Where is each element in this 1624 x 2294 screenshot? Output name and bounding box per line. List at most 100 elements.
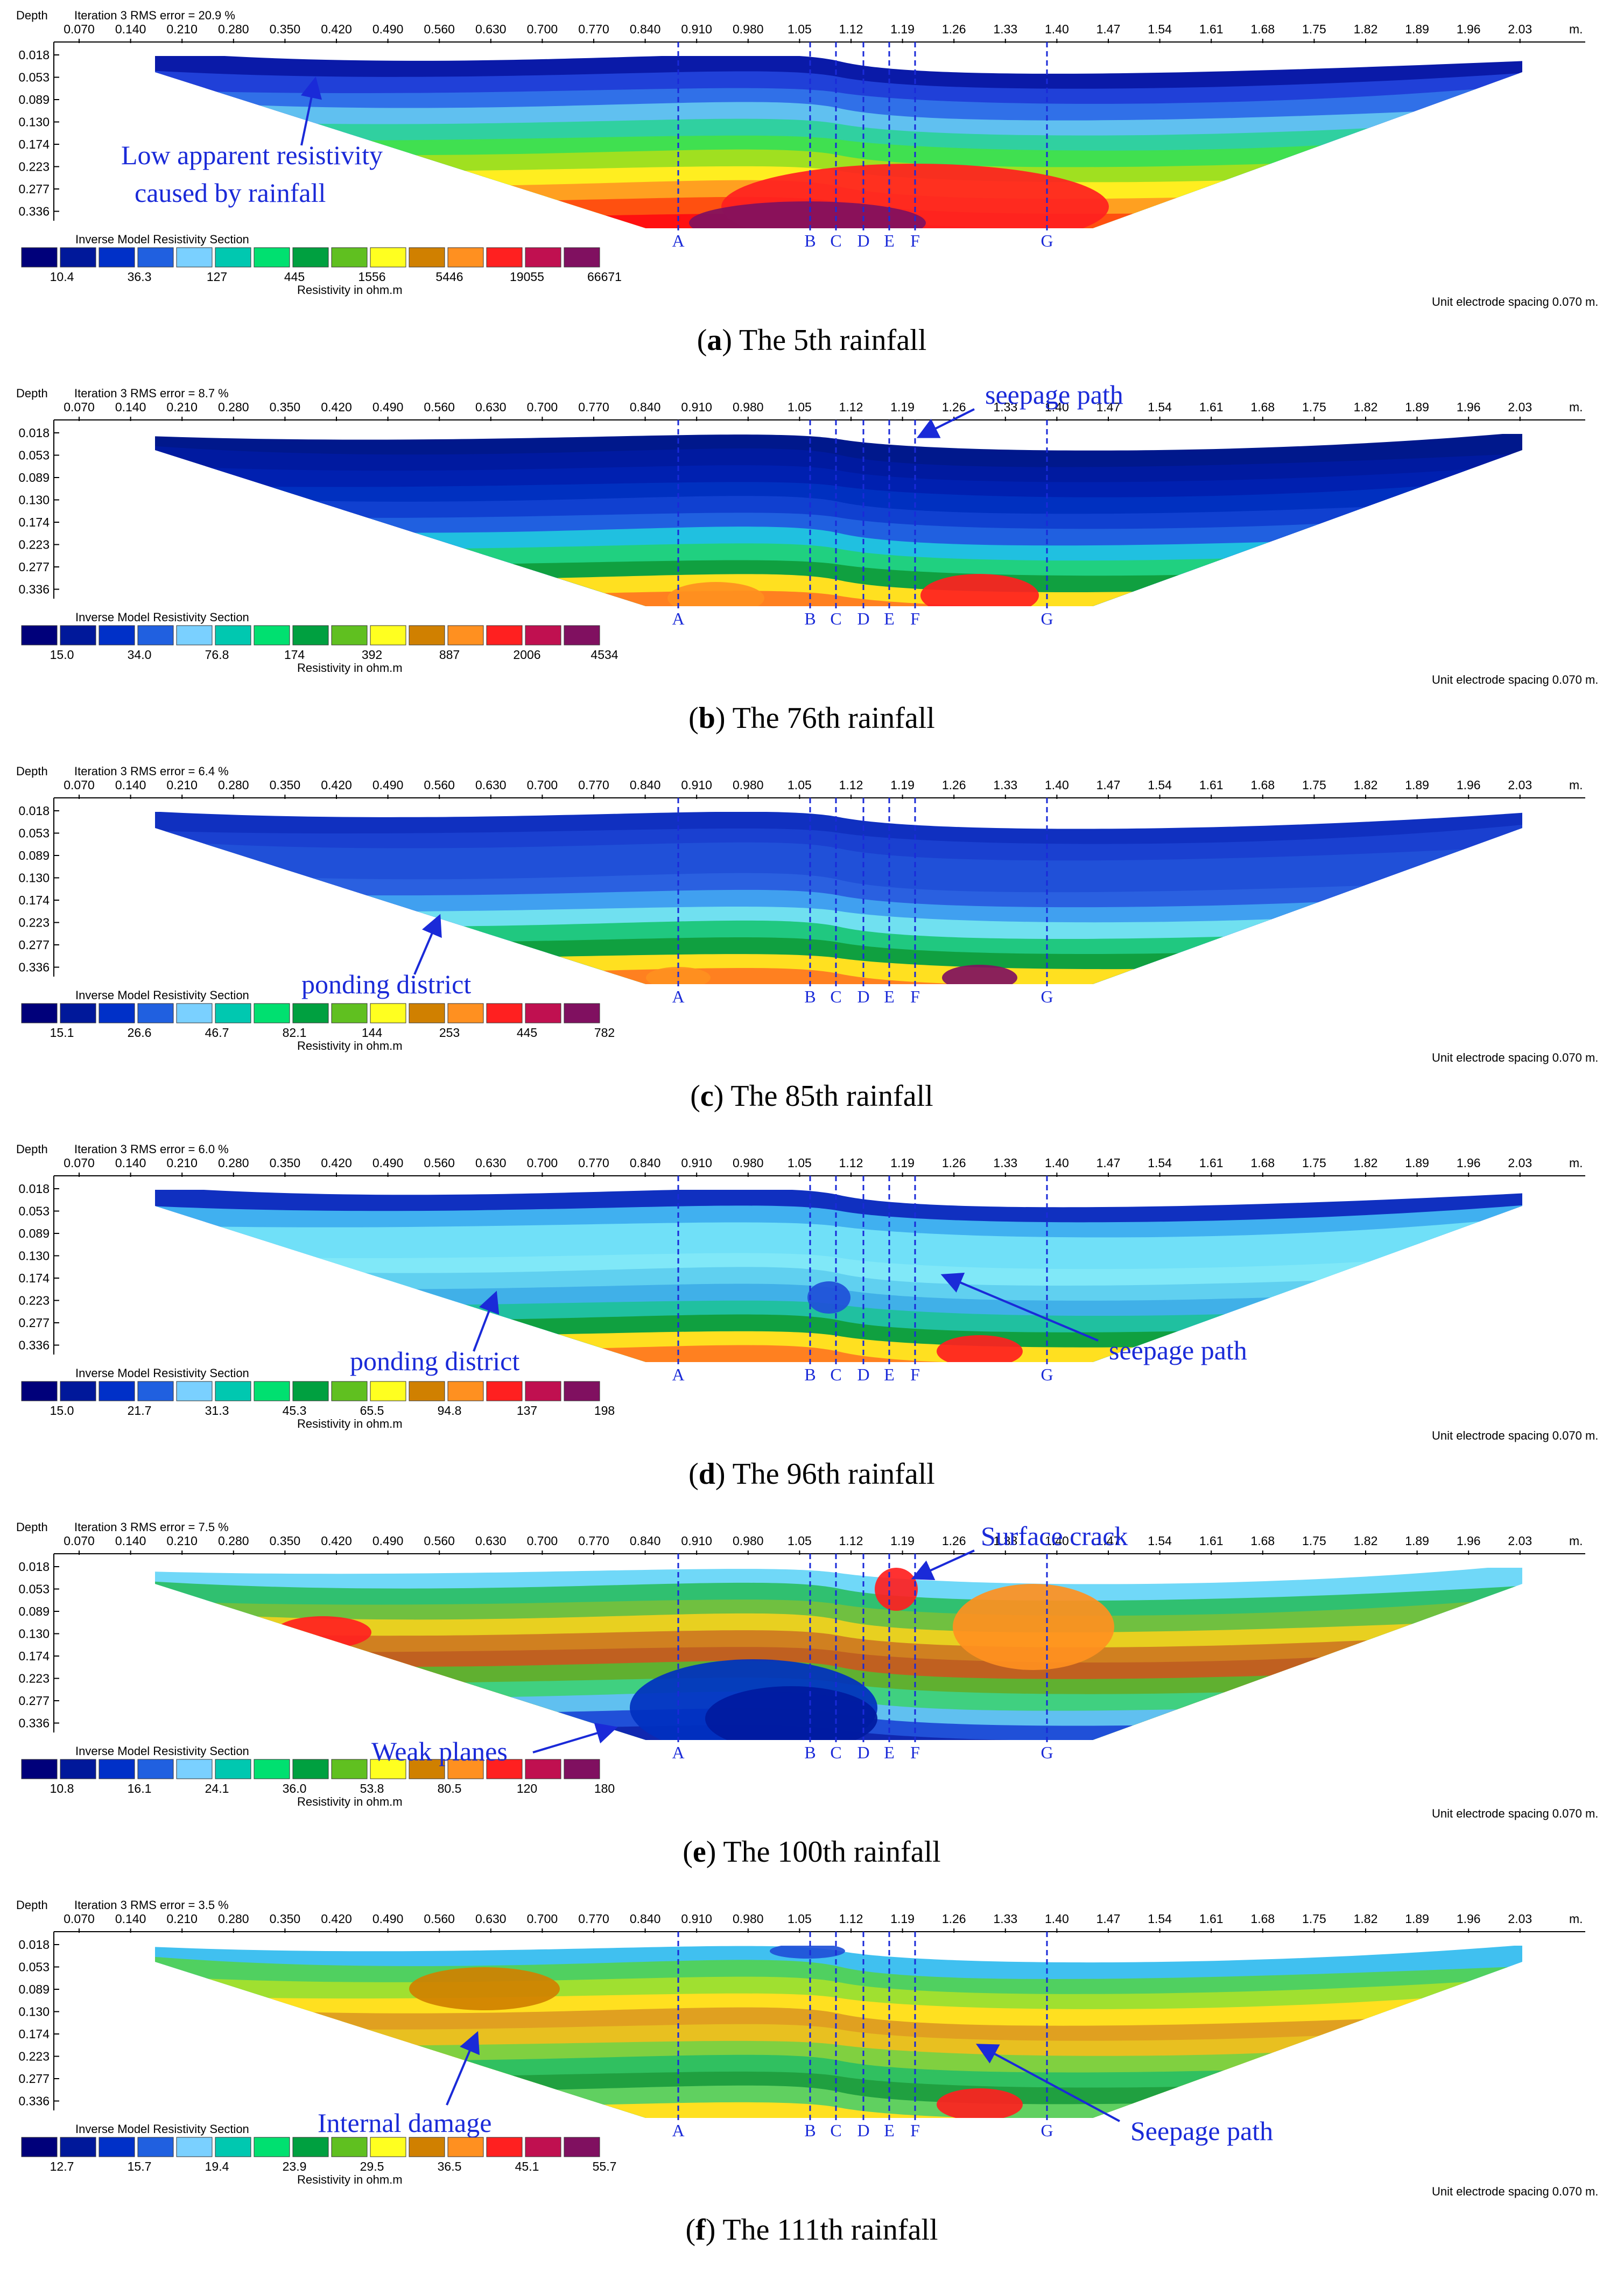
x-tick-label: 0.910	[681, 22, 712, 36]
marker-label-a: A	[672, 1743, 684, 1762]
depth-tick-label: 0.018	[18, 1182, 50, 1196]
legend-value: 55.7	[593, 2159, 617, 2173]
legend-title: Inverse Model Resistivity Section	[75, 1744, 249, 1758]
legend-value: 15.0	[50, 648, 74, 662]
x-tick-label: 0.420	[321, 1534, 352, 1548]
legend-swatch	[176, 1381, 213, 1401]
resistivity-anomaly	[667, 582, 764, 606]
legend-swatch	[99, 625, 135, 646]
x-tick-label: 1.19	[890, 1534, 915, 1548]
unit-label: m.	[1569, 1156, 1583, 1170]
legend-swatch	[60, 1759, 96, 1779]
legend-swatch	[292, 1003, 329, 1023]
x-tick-label: 1.05	[788, 1156, 812, 1170]
marker-label-c: C	[830, 2121, 841, 2140]
x-tick-label: 1.68	[1250, 1912, 1275, 1926]
legend-value: 45.1	[515, 2159, 539, 2173]
x-tick-label: 0.560	[424, 400, 455, 414]
depth-tick-label: 0.277	[18, 182, 50, 196]
x-tick-label: 0.770	[578, 1912, 609, 1926]
legend-value: 15.7	[128, 2159, 152, 2173]
depth-tick-label: 0.336	[18, 583, 50, 597]
x-tick-label: 0.630	[475, 1534, 507, 1548]
x-tick-label: 1.61	[1199, 400, 1224, 414]
legend-title: Inverse Model Resistivity Section	[75, 611, 249, 624]
electrode-spacing: Unit electrode spacing 0.070 m.	[1432, 1807, 1598, 1820]
legend-title: Inverse Model Resistivity Section	[75, 2122, 249, 2136]
legend-swatch	[215, 1381, 251, 1401]
legend-title: Inverse Model Resistivity Section	[75, 233, 249, 246]
resistivity-section	[155, 434, 1522, 606]
marker-label-d: D	[857, 1743, 869, 1762]
legend-swatch	[331, 1003, 368, 1023]
x-tick-label: 2.03	[1508, 1534, 1532, 1548]
marker-label-d: D	[857, 987, 869, 1006]
x-tick-label: 0.070	[64, 1534, 95, 1548]
legend-swatch	[137, 625, 174, 646]
legend-value: 12.7	[50, 2159, 74, 2173]
panel-caption: (f) The 111th rainfall	[685, 2213, 938, 2247]
x-tick-label: 1.05	[788, 1534, 812, 1548]
legend-swatch	[137, 1381, 174, 1401]
marker-label-a: A	[672, 2121, 684, 2140]
legend-value: 174	[284, 648, 305, 662]
marker-label-b: B	[804, 987, 815, 1006]
depth-tick-label: 0.089	[18, 1604, 50, 1618]
resistivity-anomaly	[409, 1967, 560, 2010]
legend-value: 66671	[587, 270, 622, 284]
legend-units: Resistivity in ohm.m	[297, 2173, 403, 2186]
x-tick-label: 1.12	[839, 1534, 863, 1548]
x-tick-label: 0.280	[218, 1912, 249, 1926]
legend-swatch	[176, 1759, 213, 1779]
x-tick-label: 1.26	[942, 22, 966, 36]
x-tick-label: 2.03	[1508, 400, 1532, 414]
marker-label-c: C	[830, 231, 841, 250]
resistivity-anomaly	[953, 1584, 1114, 1670]
x-tick-label: 0.070	[64, 1156, 95, 1170]
legend-swatch	[215, 2137, 251, 2157]
legend-swatch	[564, 625, 600, 646]
x-tick-label: 1.89	[1405, 1156, 1429, 1170]
annotation-arrow	[916, 408, 975, 438]
legend-swatch	[370, 625, 406, 646]
rms-header: Iteration 3 RMS error = 6.0 %	[74, 1142, 229, 1156]
x-tick-label: 1.54	[1148, 1912, 1172, 1926]
legend-swatch	[525, 2137, 561, 2157]
electrode-spacing: Unit electrode spacing 0.070 m.	[1432, 1051, 1598, 1064]
depth-label: Depth	[16, 764, 48, 778]
depth-tick-label: 0.336	[18, 1338, 50, 1352]
electrode-spacing: Unit electrode spacing 0.070 m.	[1432, 1429, 1598, 1442]
legend-swatch	[215, 1003, 251, 1023]
x-tick-label: 1.61	[1199, 778, 1224, 792]
x-tick-label: 1.19	[890, 1156, 915, 1170]
legend-swatch	[176, 2137, 213, 2157]
x-tick-label: 0.280	[218, 778, 249, 792]
legend-swatch	[486, 1381, 523, 1401]
x-tick-label: 0.840	[630, 1912, 661, 1926]
x-tick-label: 0.980	[733, 778, 764, 792]
legend-value: 144	[362, 1026, 383, 1040]
x-tick-label: 1.89	[1405, 778, 1429, 792]
legend-swatch	[137, 2137, 174, 2157]
legend-swatch	[525, 247, 561, 268]
legend-swatch	[331, 2137, 368, 2157]
x-tick-label: 1.61	[1199, 1156, 1224, 1170]
x-tick-label: 0.560	[424, 778, 455, 792]
x-tick-label: 1.12	[839, 778, 863, 792]
legend-swatch	[176, 247, 213, 268]
x-tick-label: 1.82	[1354, 1912, 1378, 1926]
x-tick-label: 1.54	[1148, 1156, 1172, 1170]
marker-label-f: F	[910, 987, 920, 1006]
legend-swatch	[447, 247, 484, 268]
resistivity-anomaly	[937, 1335, 1023, 1362]
legend-value: 46.7	[205, 1026, 229, 1040]
marker-label-g: G	[1041, 231, 1053, 250]
x-tick-label: 1.12	[839, 1156, 863, 1170]
marker-label-e: E	[884, 609, 895, 628]
depth-tick-label: 0.174	[18, 137, 50, 151]
annotation-label: Low apparent resistivity	[121, 140, 383, 170]
annotation-arrow	[300, 76, 322, 146]
depth-tick-label: 0.277	[18, 1316, 50, 1330]
legend-value: 94.8	[438, 1404, 462, 1418]
x-tick-label: 0.420	[321, 778, 352, 792]
